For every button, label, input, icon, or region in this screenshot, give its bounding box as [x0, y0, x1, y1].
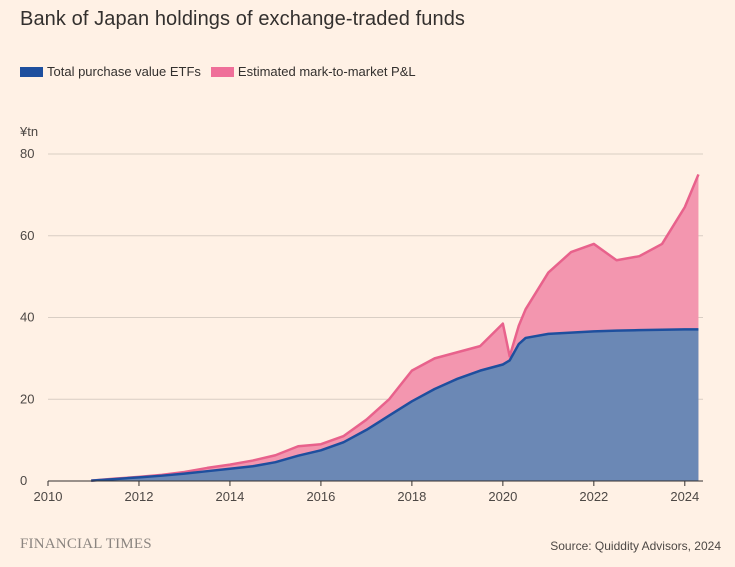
- y-tick-label: 0: [20, 473, 27, 488]
- y-tick-label: 20: [20, 391, 34, 406]
- x-tick-label: 2010: [34, 489, 63, 504]
- y-tick-label: 60: [20, 228, 34, 243]
- x-tick-label: 2024: [670, 489, 699, 504]
- chart-legend: Total purchase value ETFs Estimated mark…: [20, 64, 426, 79]
- legend-swatch-pnl: [210, 66, 234, 77]
- x-tick-label: 2018: [397, 489, 426, 504]
- x-tick-label: 2014: [215, 489, 244, 504]
- y-tick-label: 40: [20, 310, 34, 325]
- brand-logo-text: FINANCIAL TIMES: [20, 536, 152, 552]
- x-tick-label: 2012: [125, 489, 154, 504]
- legend-swatch-purchase: [20, 66, 43, 77]
- purchase-area: [91, 329, 699, 481]
- legend-item-purchase: Total purchase value ETFs: [20, 64, 201, 79]
- x-tick-label: 2016: [306, 489, 335, 504]
- x-tick-label: 2020: [488, 489, 517, 504]
- y-tick-label: 80: [20, 146, 34, 161]
- y-axis-unit-label: ¥tn: [20, 124, 39, 139]
- purchase-line: [91, 328, 699, 482]
- legend-label-purchase: Total purchase value ETFs: [47, 64, 201, 79]
- legend-item-pnl: Estimated mark-to-market P&L: [210, 64, 416, 79]
- pnl-line: [91, 173, 700, 482]
- legend-label-pnl: Estimated mark-to-market P&L: [237, 64, 416, 79]
- chart-title: Bank of Japan holdings of exchange-trade…: [20, 8, 466, 30]
- x-tick-label: 2022: [579, 489, 608, 504]
- source-note: Source: Quiddity Advisors, 2024: [550, 539, 721, 553]
